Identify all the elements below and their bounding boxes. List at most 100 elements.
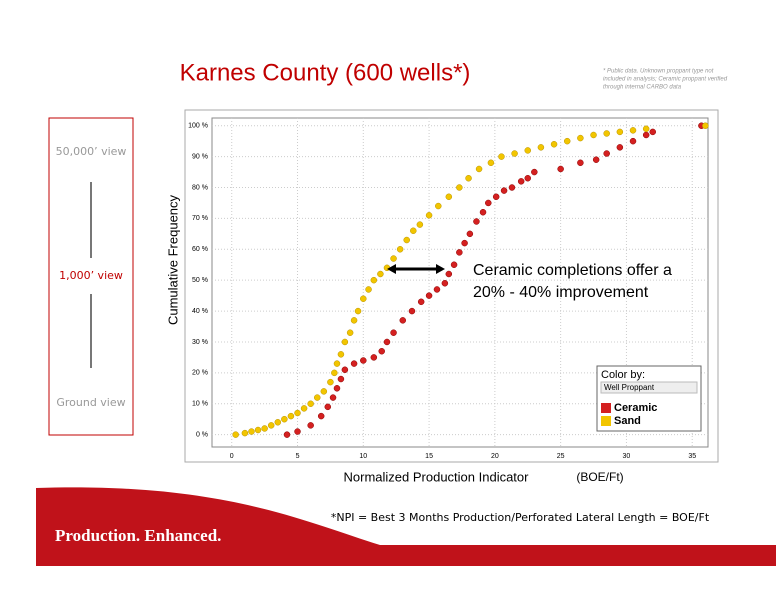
slide-title: Karnes County (600 wells*) xyxy=(180,59,471,86)
legend-swatch xyxy=(601,416,611,426)
note-line: * Public data. Unknown proppant type not xyxy=(603,69,714,75)
point xyxy=(433,286,441,293)
point xyxy=(341,366,349,374)
annotation: 20% - 40% improvement xyxy=(473,284,649,301)
point xyxy=(254,426,262,434)
point xyxy=(360,295,367,302)
footer-band xyxy=(36,487,776,566)
point xyxy=(642,125,650,133)
point xyxy=(498,153,505,160)
point xyxy=(307,400,314,408)
plot: 0 % 10 % 20 % 30 % 40 % 50 % 60 % 70 % 80 % 90 % 1… xyxy=(188,118,709,460)
annotation: Ceramic completions offer a xyxy=(473,262,672,279)
x-axis-title: Normalized Production Indicator xyxy=(344,469,530,484)
point xyxy=(445,270,453,278)
arrow xyxy=(387,264,445,274)
legend-title: Color by: xyxy=(601,369,645,381)
point xyxy=(327,378,334,386)
point xyxy=(465,174,472,182)
view-box xyxy=(48,117,134,436)
point xyxy=(492,193,500,201)
y-tick-label: 60 % xyxy=(192,246,208,253)
arrow-head xyxy=(387,264,396,274)
point xyxy=(314,394,321,401)
point xyxy=(616,128,624,136)
legend-swatch xyxy=(601,403,611,413)
x-tick-label: 20 xyxy=(491,453,499,460)
y-tick-label: 50 % xyxy=(192,277,208,284)
x-tick-label: 30 xyxy=(623,453,631,460)
point xyxy=(365,286,372,293)
view-label: 50,000’ view xyxy=(56,145,127,158)
point xyxy=(603,150,610,157)
legend-label: Sand xyxy=(614,415,641,427)
point xyxy=(337,351,345,358)
point xyxy=(403,236,410,244)
point xyxy=(294,409,301,417)
point xyxy=(537,144,545,151)
point xyxy=(500,187,508,194)
source-note: * Public data. Unknown proppant type not… xyxy=(603,69,728,91)
x-tick-label: 35 xyxy=(688,453,696,460)
x-tick-label: 25 xyxy=(557,453,565,460)
x-tick-label: 10 xyxy=(359,453,367,460)
point xyxy=(441,280,449,287)
point xyxy=(274,419,282,426)
point xyxy=(563,137,571,145)
point xyxy=(378,347,385,355)
point xyxy=(550,141,558,148)
point xyxy=(383,338,391,346)
point xyxy=(461,239,468,247)
legend-selector-label: Well Proppant xyxy=(604,383,655,392)
point xyxy=(248,428,255,435)
point xyxy=(603,130,610,137)
point xyxy=(360,357,367,364)
point xyxy=(331,369,338,377)
point xyxy=(241,429,249,437)
point xyxy=(425,212,433,219)
y-tick-label: 90 % xyxy=(192,153,208,160)
point xyxy=(333,385,341,392)
point xyxy=(473,218,480,225)
point xyxy=(283,431,291,438)
point xyxy=(702,122,709,129)
point xyxy=(417,298,425,306)
point xyxy=(370,276,378,284)
y-axis-title: Cumulative Frequency xyxy=(165,194,180,325)
point xyxy=(456,249,463,256)
point xyxy=(287,412,295,420)
point xyxy=(324,403,332,411)
point xyxy=(629,127,637,134)
point xyxy=(466,230,474,238)
note-line: included in analysis; Ceramic proppant v… xyxy=(603,77,728,83)
point xyxy=(416,221,424,228)
point xyxy=(354,307,362,315)
view-label: 1,000’ view xyxy=(59,269,123,282)
y-tick-label: 40 % xyxy=(192,308,208,315)
legend-selector[interactable] xyxy=(600,381,698,394)
point xyxy=(390,329,397,336)
point xyxy=(317,412,325,420)
point xyxy=(642,131,650,139)
point xyxy=(399,317,407,324)
point xyxy=(350,360,358,367)
point xyxy=(616,144,624,151)
y-tick-label: 10 % xyxy=(192,401,208,408)
point xyxy=(445,193,453,201)
point xyxy=(410,227,417,235)
arrow-head xyxy=(436,264,445,274)
point xyxy=(320,388,328,395)
point xyxy=(408,307,416,315)
point xyxy=(390,255,397,262)
point xyxy=(232,431,239,438)
footnote: *NPI = Best 3 Months Production/Perforat… xyxy=(331,511,710,524)
point xyxy=(329,394,337,401)
point xyxy=(350,317,358,324)
legend-label: Ceramic xyxy=(614,402,657,414)
y-tick-label: 30 % xyxy=(192,339,208,346)
point xyxy=(435,202,442,210)
point xyxy=(307,422,314,429)
